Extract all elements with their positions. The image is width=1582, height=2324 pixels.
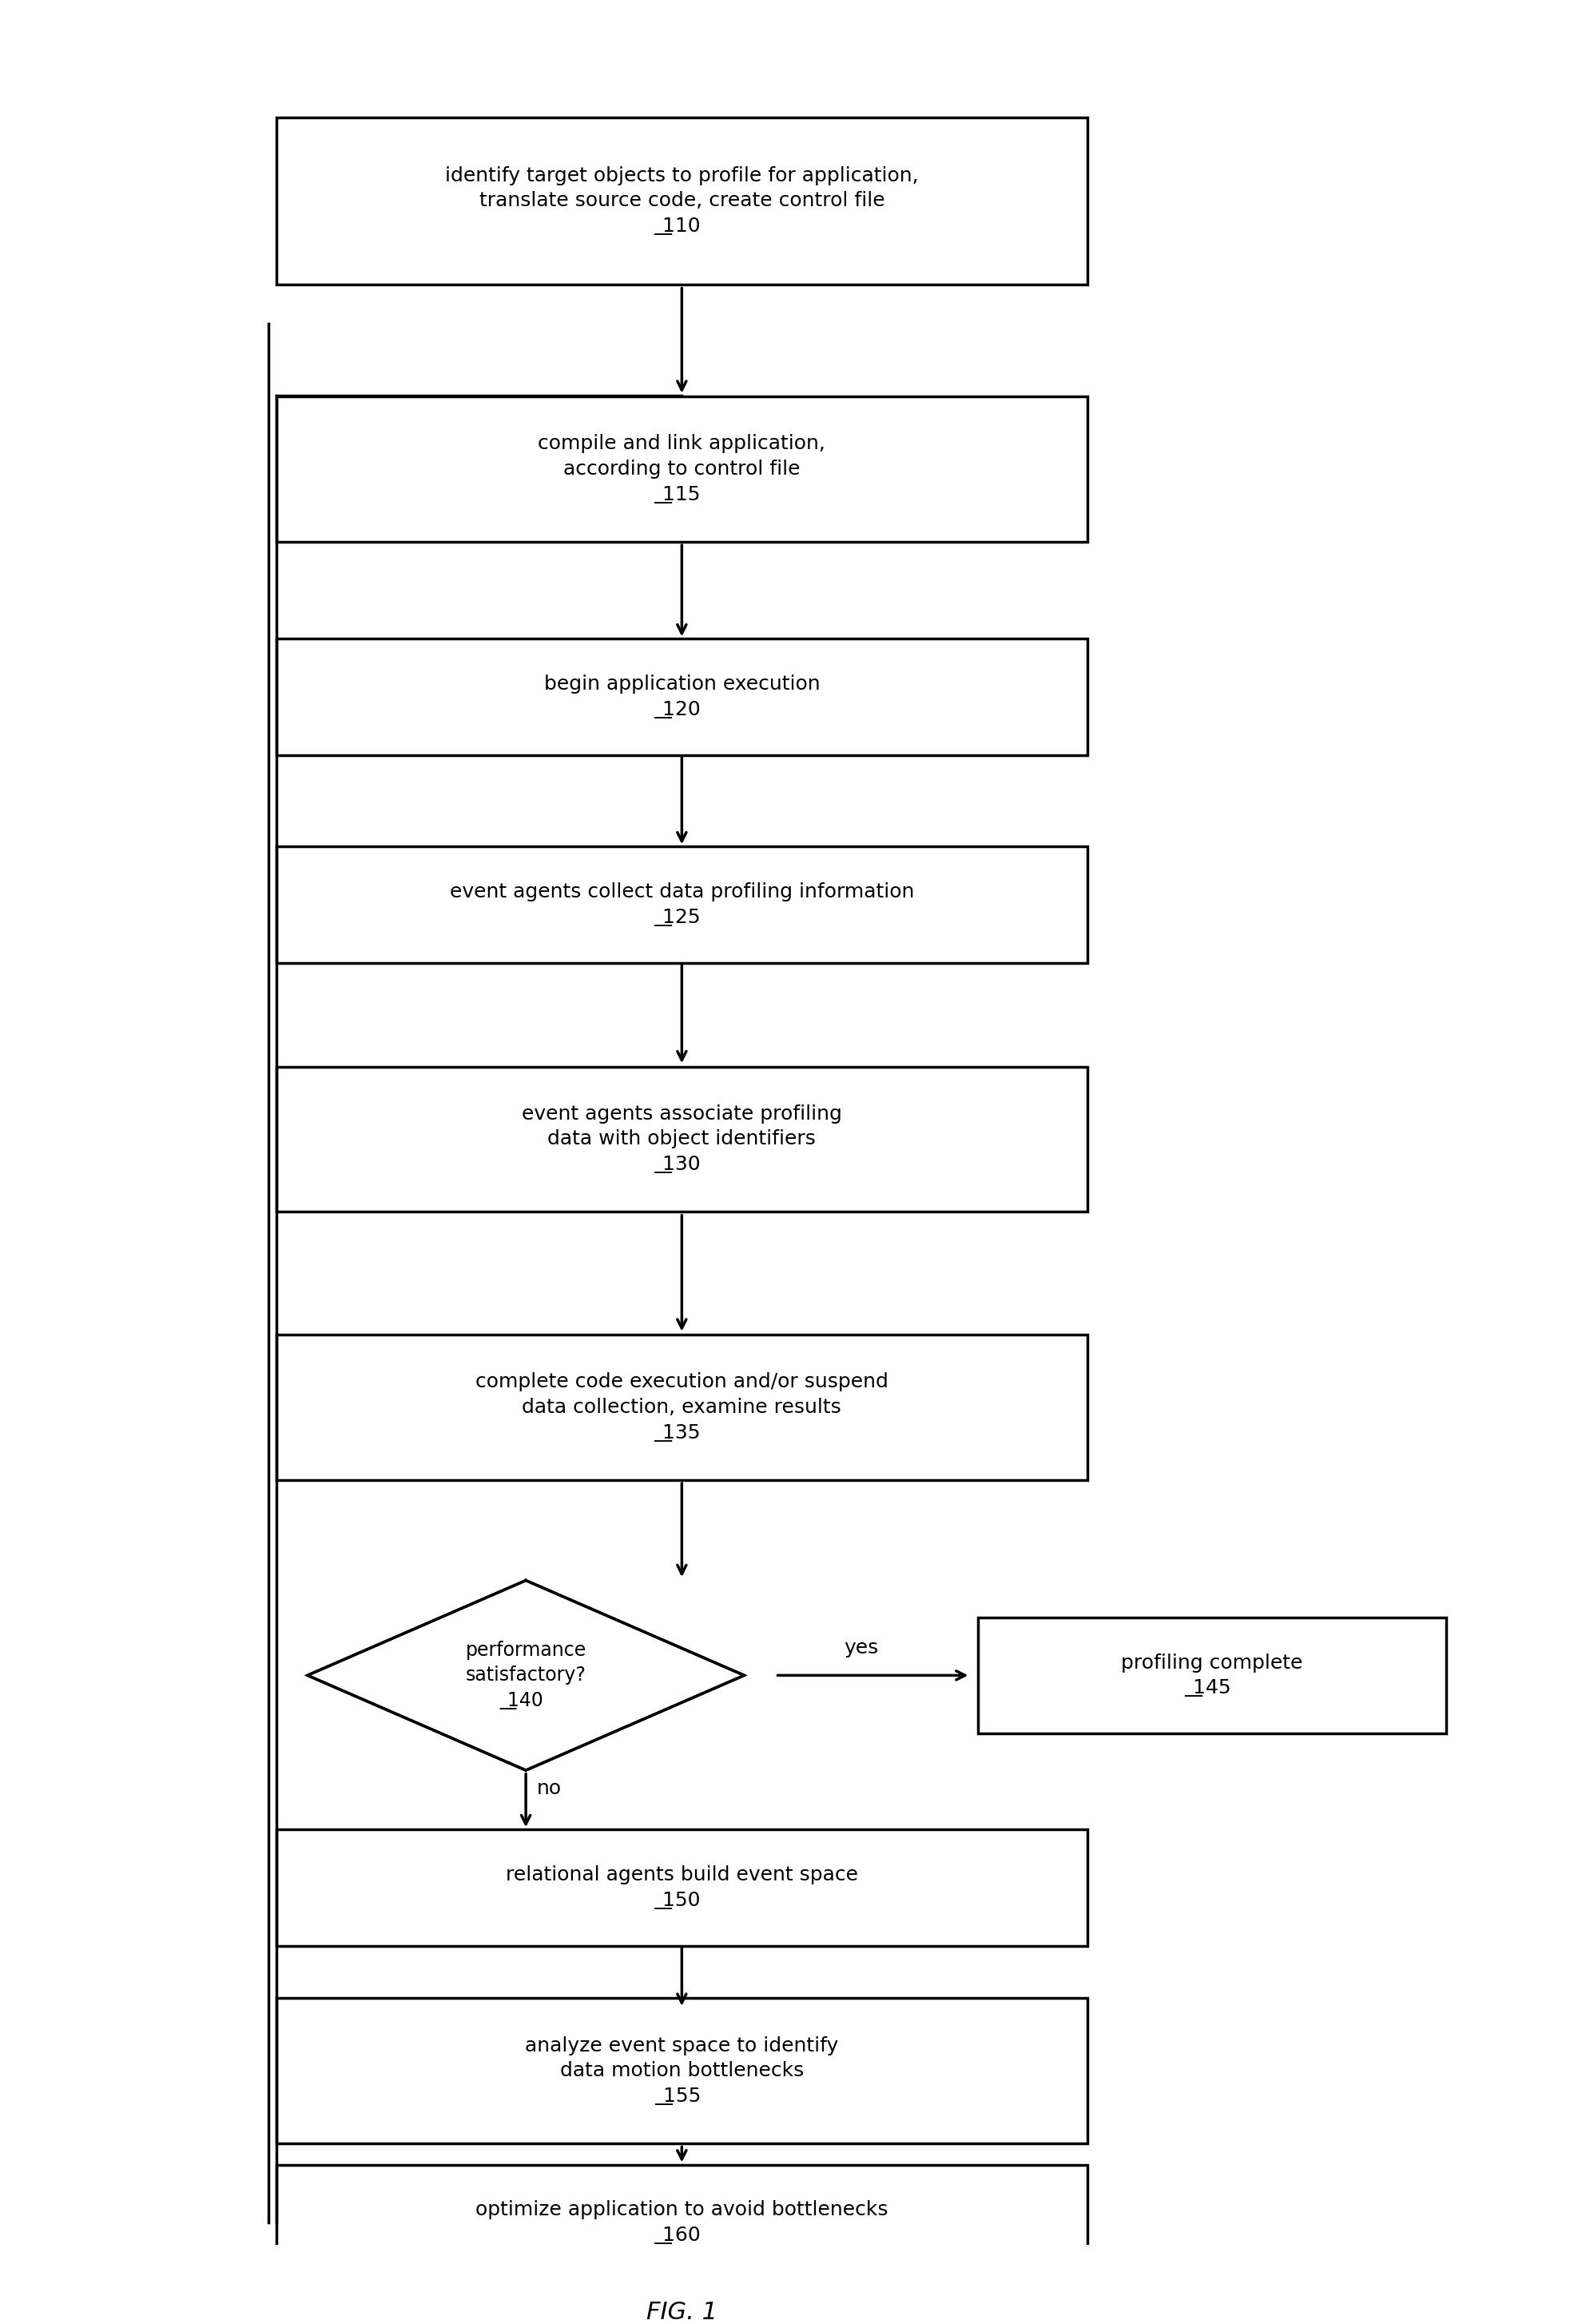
FancyBboxPatch shape <box>277 1999 1087 2143</box>
Text: event agents associate profiling
data with object identifiers
͟130: event agents associate profiling data wi… <box>522 1104 842 1174</box>
Text: optimize application to avoid bottlenecks
͟160: optimize application to avoid bottleneck… <box>476 2201 888 2245</box>
Polygon shape <box>307 1580 744 1771</box>
Text: event agents collect data profiling information
͟125: event agents collect data profiling info… <box>449 883 914 927</box>
FancyBboxPatch shape <box>277 1829 1087 1945</box>
Text: compile and link application,
according to control file
͟115: compile and link application, according … <box>538 435 826 504</box>
Text: complete code execution and/or suspend
data collection, examine results
͟135: complete code execution and/or suspend d… <box>475 1373 889 1443</box>
FancyBboxPatch shape <box>277 116 1087 286</box>
FancyBboxPatch shape <box>277 639 1087 755</box>
Text: yes: yes <box>843 1638 878 1657</box>
Text: identify target objects to profile for application,
translate source code, creat: identify target objects to profile for a… <box>445 165 919 235</box>
FancyBboxPatch shape <box>277 2164 1087 2280</box>
Text: profiling complete
͟145: profiling complete ͟145 <box>1122 1652 1304 1697</box>
FancyBboxPatch shape <box>277 1067 1087 1211</box>
Text: begin application execution
͟120: begin application execution ͟120 <box>544 674 819 718</box>
FancyBboxPatch shape <box>277 1334 1087 1480</box>
Text: performance
satisfactory?
͟140: performance satisfactory? ͟140 <box>465 1641 587 1710</box>
Text: relational agents build event space
͟150: relational agents build event space ͟150 <box>506 1866 857 1910</box>
Text: analyze event space to identify
data motion bottlenecks
͟155: analyze event space to identify data mot… <box>525 2036 838 2106</box>
FancyBboxPatch shape <box>978 1618 1446 1734</box>
Text: FIG. 1: FIG. 1 <box>647 2301 717 2324</box>
Text: no: no <box>536 1780 562 1799</box>
FancyBboxPatch shape <box>277 846 1087 962</box>
FancyBboxPatch shape <box>277 397 1087 541</box>
